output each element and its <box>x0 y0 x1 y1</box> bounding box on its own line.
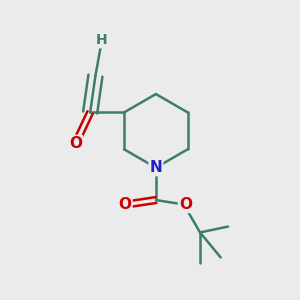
Text: O: O <box>118 197 131 212</box>
Text: N: N <box>149 160 162 175</box>
Text: O: O <box>179 197 192 212</box>
Text: H: H <box>95 33 107 47</box>
Text: O: O <box>69 136 82 151</box>
